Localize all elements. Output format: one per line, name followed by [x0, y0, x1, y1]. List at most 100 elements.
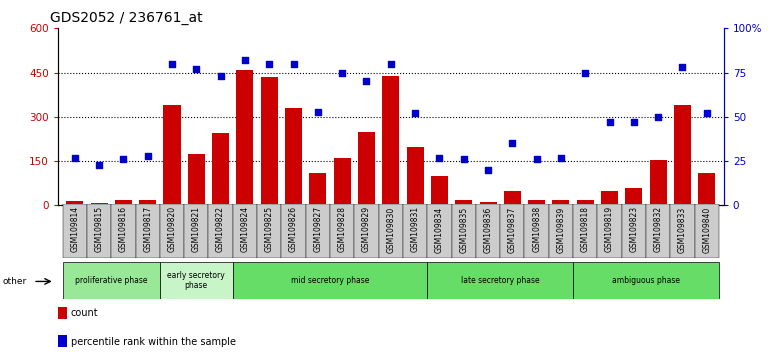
Text: GSM109816: GSM109816 — [119, 206, 128, 252]
Bar — [212, 133, 229, 205]
Point — [190, 66, 203, 72]
Bar — [160, 262, 233, 299]
Bar — [87, 204, 111, 258]
Point — [93, 162, 105, 167]
Bar — [115, 200, 132, 205]
Bar — [136, 204, 160, 258]
Bar — [261, 77, 278, 205]
Bar — [598, 204, 621, 258]
Text: GSM109828: GSM109828 — [338, 206, 346, 252]
Bar — [160, 204, 184, 258]
Text: percentile rank within the sample: percentile rank within the sample — [71, 337, 236, 347]
Text: GSM109833: GSM109833 — [678, 206, 687, 252]
Point — [69, 155, 81, 160]
Text: GSM109818: GSM109818 — [581, 206, 590, 252]
Bar — [379, 204, 403, 258]
Text: GSM109823: GSM109823 — [629, 206, 638, 252]
Text: count: count — [71, 308, 99, 318]
Point — [117, 156, 129, 162]
Point — [506, 141, 518, 146]
Bar — [330, 204, 354, 258]
Point — [604, 119, 616, 125]
Point — [652, 114, 665, 120]
Point — [166, 61, 178, 67]
Bar — [431, 176, 448, 205]
Bar — [209, 204, 233, 258]
Bar — [310, 173, 326, 205]
Bar — [306, 204, 330, 258]
Text: ambiguous phase: ambiguous phase — [612, 276, 680, 285]
Point — [336, 70, 348, 75]
Text: GSM109827: GSM109827 — [313, 206, 323, 252]
Text: early secretory
phase: early secretory phase — [167, 271, 225, 290]
Bar — [451, 204, 476, 258]
Text: GSM109840: GSM109840 — [702, 206, 711, 252]
Point — [215, 73, 227, 79]
Text: GSM109821: GSM109821 — [192, 206, 201, 252]
Text: GSM109836: GSM109836 — [484, 206, 493, 252]
Bar — [111, 204, 136, 258]
Bar — [358, 132, 375, 205]
Bar — [62, 204, 87, 258]
Text: GDS2052 / 236761_at: GDS2052 / 236761_at — [50, 11, 203, 25]
Text: GSM109838: GSM109838 — [532, 206, 541, 252]
Point — [239, 57, 251, 63]
Text: GSM109839: GSM109839 — [557, 206, 565, 252]
Bar — [188, 154, 205, 205]
Text: GSM109826: GSM109826 — [289, 206, 298, 252]
Point — [312, 109, 324, 114]
Bar — [91, 203, 108, 205]
Text: GSM109831: GSM109831 — [410, 206, 420, 252]
Bar — [480, 202, 497, 205]
Bar — [625, 188, 642, 205]
Point — [385, 61, 397, 67]
Bar — [650, 160, 667, 205]
Text: GSM109815: GSM109815 — [95, 206, 104, 252]
Bar — [233, 204, 257, 258]
Text: GSM109822: GSM109822 — [216, 206, 225, 252]
Bar — [528, 200, 545, 205]
Point — [628, 119, 640, 125]
Bar — [233, 262, 427, 299]
Text: other: other — [2, 277, 26, 286]
Text: GSM109835: GSM109835 — [459, 206, 468, 252]
Bar — [285, 108, 302, 205]
Bar — [671, 204, 695, 258]
Bar — [552, 200, 570, 205]
Text: GSM109814: GSM109814 — [70, 206, 79, 252]
Point — [142, 153, 154, 159]
Bar — [427, 204, 451, 258]
Bar — [504, 191, 521, 205]
Bar — [646, 204, 671, 258]
Bar — [695, 204, 719, 258]
Text: GSM109825: GSM109825 — [265, 206, 273, 252]
Bar — [382, 75, 400, 205]
Text: GSM109834: GSM109834 — [435, 206, 444, 252]
Bar — [621, 204, 646, 258]
Point — [482, 167, 494, 173]
Bar — [163, 105, 180, 205]
Bar — [66, 201, 83, 205]
Text: mid secretory phase: mid secretory phase — [291, 276, 369, 285]
Bar — [236, 70, 253, 205]
Bar — [62, 262, 160, 299]
Text: GSM109830: GSM109830 — [387, 206, 395, 252]
Bar — [427, 262, 573, 299]
Text: GSM109819: GSM109819 — [605, 206, 614, 252]
Bar — [573, 262, 719, 299]
Point — [579, 70, 591, 75]
Bar — [407, 147, 424, 205]
Point — [287, 61, 300, 67]
Bar — [403, 204, 427, 258]
Text: GSM109824: GSM109824 — [240, 206, 249, 252]
Bar — [257, 204, 281, 258]
Bar — [524, 204, 549, 258]
Bar — [500, 204, 524, 258]
Point — [434, 155, 446, 160]
Bar — [577, 200, 594, 205]
Bar — [476, 204, 501, 258]
Point — [701, 110, 713, 116]
Text: GSM109832: GSM109832 — [654, 206, 663, 252]
Bar — [333, 158, 350, 205]
Point — [409, 110, 421, 116]
